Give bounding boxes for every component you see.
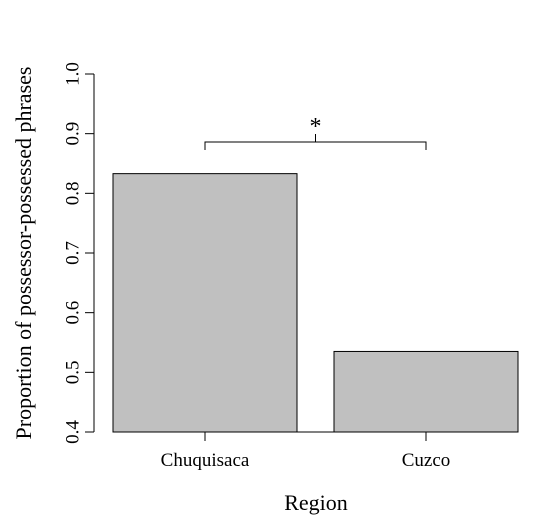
bar-chuquisaca xyxy=(112,173,298,433)
y-tick-label: 1.0 xyxy=(63,62,84,86)
x-axis: Chuquisaca Cuzco xyxy=(161,431,451,471)
y-tick-label: 0.9 xyxy=(63,122,84,146)
y-axis: 0.4 0.5 0.6 0.7 0.8 0.9 1.0 xyxy=(63,62,95,444)
y-tick-label: 0.6 xyxy=(63,301,84,325)
y-tick-label: 0.5 xyxy=(63,360,84,384)
bars-group xyxy=(112,173,519,433)
x-tick-label: Cuzco xyxy=(402,450,451,471)
x-tick-label: Chuquisaca xyxy=(161,450,250,471)
significance-bracket xyxy=(204,141,427,150)
y-axis-title: Proportion of possessor-possessed phrase… xyxy=(11,67,36,440)
y-tick-label: 0.4 xyxy=(63,420,84,444)
significance-bracket-group: * xyxy=(204,114,427,150)
x-axis-title: Region xyxy=(284,490,348,515)
bar-cuzco xyxy=(333,350,519,433)
y-tick-label: 0.8 xyxy=(63,181,84,205)
y-tick-label: 0.7 xyxy=(63,241,84,265)
significance-asterisk: * xyxy=(310,114,322,140)
